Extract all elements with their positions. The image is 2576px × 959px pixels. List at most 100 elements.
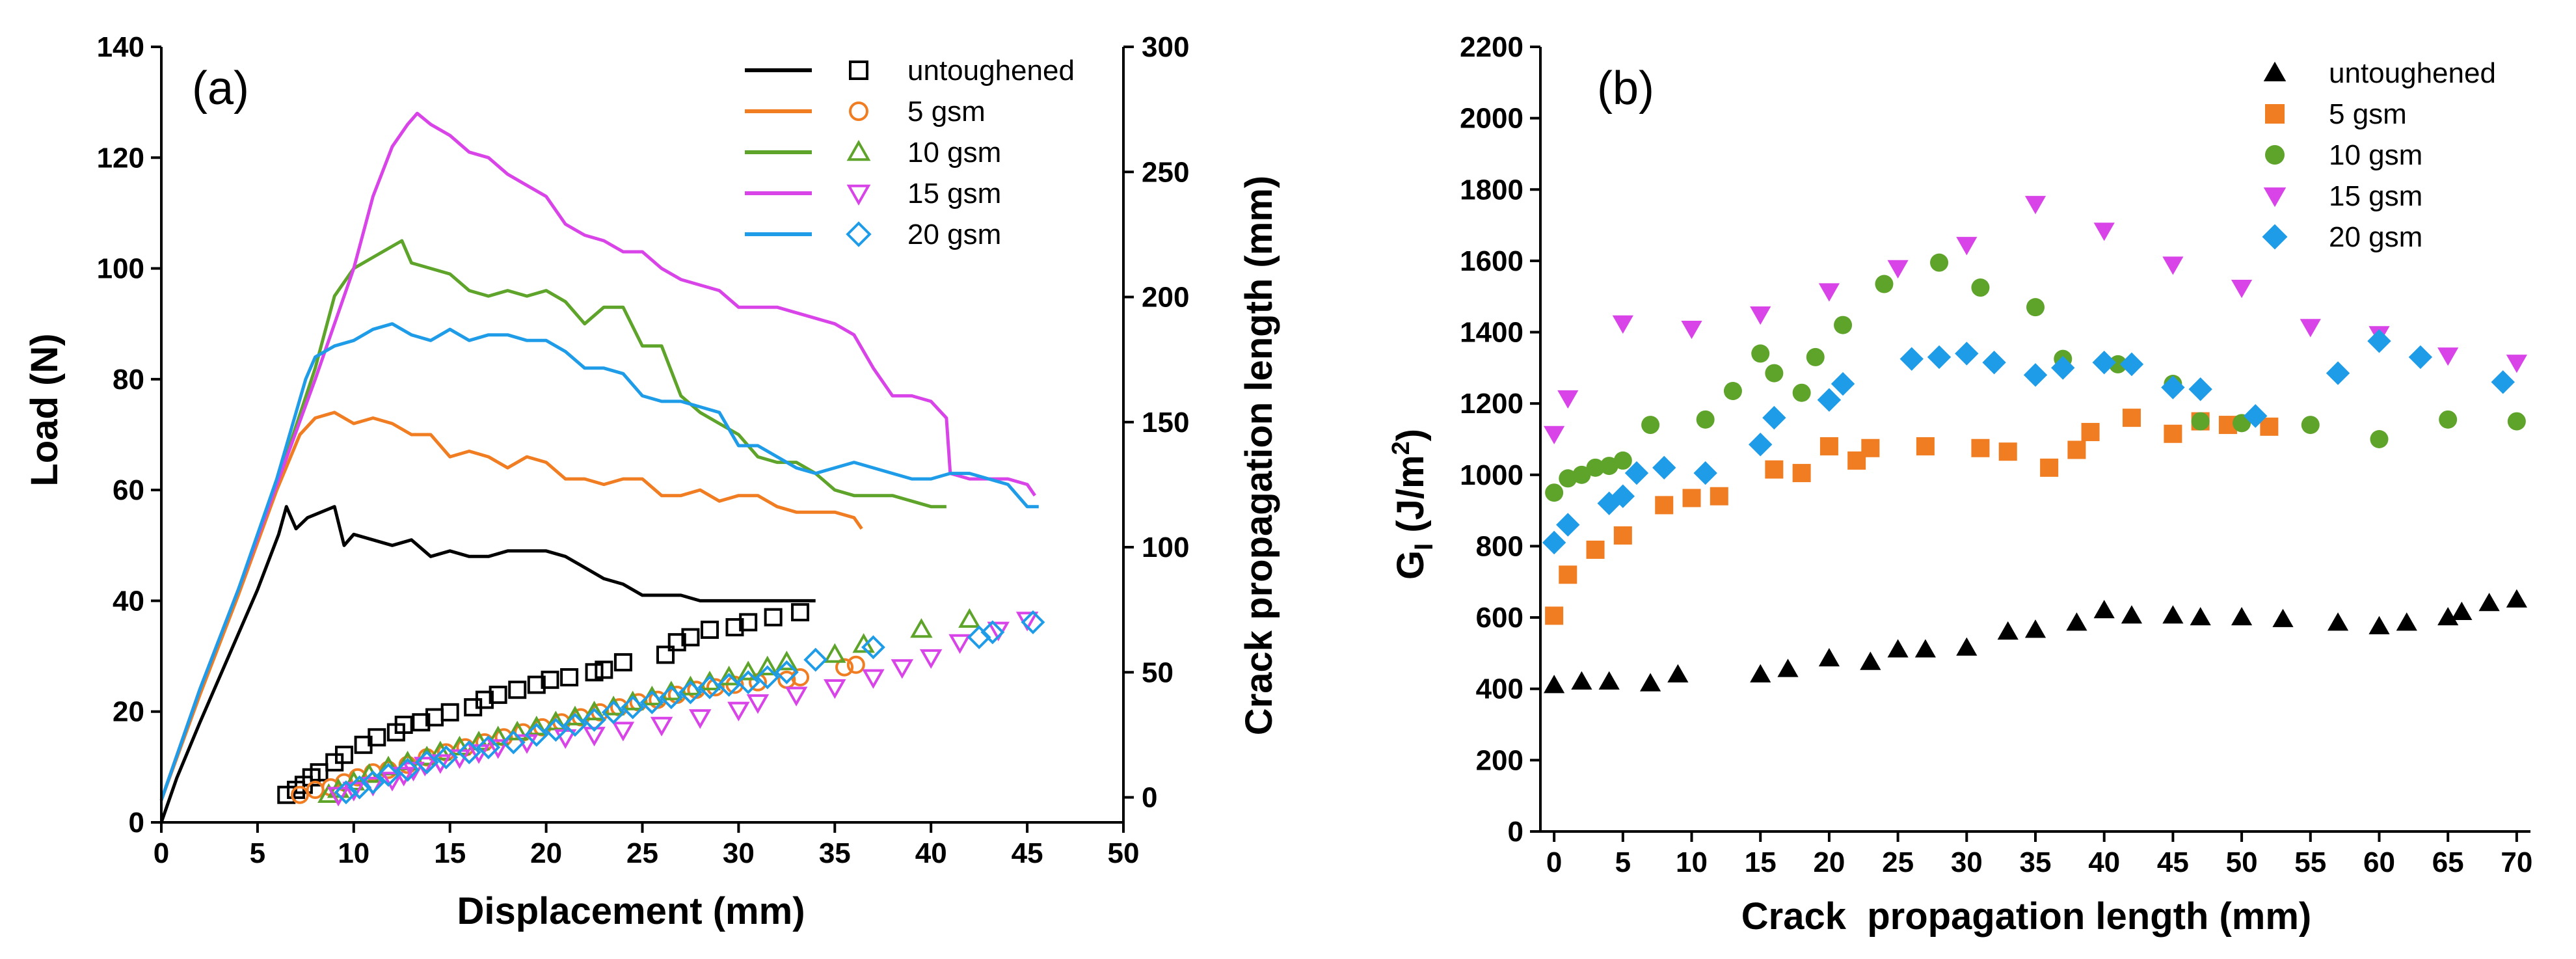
x-tick-label: 50 xyxy=(2226,846,2258,878)
gi-point-5-gsm xyxy=(1765,460,1784,479)
gi-point-20-gsm xyxy=(1652,455,1676,480)
gi-point-untoughened xyxy=(1887,639,1909,658)
gi-point-20-gsm xyxy=(1899,347,1924,371)
panel-b-y-axis-title: GI (J/m2) xyxy=(1388,429,1438,580)
gi-point-20-gsm xyxy=(2491,370,2515,394)
gi-point-untoughened xyxy=(1956,637,1978,656)
gi-point-15-gsm xyxy=(1544,425,1565,444)
crack-point-20-gsm xyxy=(601,700,626,725)
gi-point-20-gsm xyxy=(1749,433,1773,457)
gi-point-15-gsm xyxy=(2506,355,2527,373)
gi-point-5-gsm xyxy=(2260,417,2279,436)
legend-label-20-gsm: 20 gsm xyxy=(2329,221,2422,253)
panel-a-legend: untoughened 5 gsm 10 gsm 15 gsm 20 gsm xyxy=(745,55,1075,250)
crack-point-15-gsm xyxy=(583,727,606,747)
y-tick-label: 1000 xyxy=(1460,459,1523,491)
gi-point-untoughened xyxy=(1777,658,1799,677)
crack-point-untoughened xyxy=(791,603,810,622)
gi-point-20-gsm xyxy=(2023,363,2048,387)
crack-point-10-gsm xyxy=(583,700,606,721)
panel-a-y-axis-title: Load (N) xyxy=(23,333,66,486)
crack-point-15-gsm xyxy=(650,716,673,736)
crack-point-20-gsm xyxy=(774,660,799,684)
y-tick-label: 200 xyxy=(1476,744,1523,776)
gi-point-20-gsm xyxy=(1831,371,1855,396)
crack-point-15-gsm xyxy=(688,709,712,729)
crack-point-20-gsm xyxy=(414,750,439,775)
crack-point-untoughened xyxy=(412,713,431,732)
gi-point-10-gsm xyxy=(1971,278,1990,297)
legend-marker-5-gsm xyxy=(849,101,868,121)
y-tick-label: 120 xyxy=(97,142,144,174)
x-tick-label: 5 xyxy=(250,837,265,869)
x-tick-label: 40 xyxy=(915,837,947,869)
y-tick-label: 80 xyxy=(113,364,144,396)
gi-point-untoughened xyxy=(1914,639,1936,658)
gi-point-untoughened xyxy=(2451,601,2473,620)
crack-point-untoughened xyxy=(681,628,700,647)
gi-point-untoughened xyxy=(2327,612,2349,631)
gi-point-untoughened xyxy=(1598,671,1620,690)
x-tick-label: 25 xyxy=(626,837,658,869)
x-tick-label: 30 xyxy=(1951,846,1983,878)
gi-point-20-gsm xyxy=(2244,404,2268,428)
legend-label-untoughened: untoughened xyxy=(907,55,1075,87)
y-tick-label: 2000 xyxy=(1460,103,1523,135)
crack-point-untoughened xyxy=(310,763,329,782)
gi-point-20-gsm xyxy=(1955,342,1979,366)
crack-point-20-gsm xyxy=(563,712,587,737)
gi-point-10-gsm xyxy=(1613,451,1632,470)
legend-marker-untoughened xyxy=(2263,61,2287,81)
crack-point-untoughened xyxy=(277,785,296,804)
crack-point-10-gsm xyxy=(910,618,933,638)
gi-point-untoughened xyxy=(1667,664,1689,682)
crack-point-20-gsm xyxy=(717,673,742,697)
x-tick-label: 55 xyxy=(2294,846,2326,878)
gi-point-5-gsm xyxy=(1655,496,1674,515)
crack-point-5-gsm xyxy=(706,678,725,697)
crack-point-20-gsm xyxy=(639,690,664,714)
y2-tick-label: 200 xyxy=(1142,282,1189,314)
panel-b-x-axis-title: Crack propagation length (mm) xyxy=(1741,895,2312,938)
gi-point-10-gsm xyxy=(1723,381,1742,400)
crack-point-20-gsm xyxy=(501,730,526,755)
gi-point-15-gsm xyxy=(1818,283,1840,302)
y-tick-label: 800 xyxy=(1476,530,1523,562)
crack-point-untoughened xyxy=(440,703,459,722)
gi-point-5-gsm xyxy=(2067,440,2086,459)
gi-point-untoughened xyxy=(1571,671,1592,690)
x-tick-label: 20 xyxy=(530,837,562,869)
y-tick-label: 400 xyxy=(1476,673,1523,705)
gi-point-10-gsm xyxy=(2026,298,2045,317)
gi-point-untoughened xyxy=(2066,612,2087,631)
gi-point-5-gsm xyxy=(1545,606,1564,625)
gi-point-20-gsm xyxy=(1982,350,2006,375)
crack-point-20-gsm xyxy=(621,695,645,720)
gi-point-10-gsm xyxy=(1641,416,1660,435)
crack-point-20-gsm xyxy=(861,635,885,660)
crack-point-untoughened xyxy=(739,613,758,632)
crack-point-15-gsm xyxy=(824,679,846,699)
gi-point-5-gsm xyxy=(2164,424,2182,443)
crack-point-15-gsm xyxy=(611,722,635,742)
gi-point-10-gsm xyxy=(1792,383,1811,402)
crack-point-20-gsm xyxy=(524,722,549,747)
panel-b-legend: untoughened 5 gsm 10 gsm 15 gsm 20 gsm xyxy=(2262,57,2496,253)
crack-point-untoughened xyxy=(475,690,494,709)
x-tick-label: 45 xyxy=(1012,837,1043,869)
gi-point-untoughened xyxy=(1860,651,1881,670)
crack-point-15-gsm xyxy=(785,686,808,707)
gi-point-untoughened xyxy=(1818,648,1840,667)
gi-point-20-gsm xyxy=(1817,388,1842,412)
crack-point-5-gsm xyxy=(835,658,854,677)
legend-label-20-gsm: 20 gsm xyxy=(907,219,1001,250)
gi-point-5-gsm xyxy=(2040,458,2059,477)
x-tick-label: 50 xyxy=(1108,837,1140,869)
gi-point-10-gsm xyxy=(2439,410,2458,429)
load-curve-5-gsm xyxy=(159,411,863,801)
gi-point-5-gsm xyxy=(1819,437,1838,455)
panel-a-label: (a) xyxy=(192,62,249,115)
panel-b-plot-area xyxy=(1542,196,2527,694)
y-tick-label: 600 xyxy=(1476,602,1523,634)
